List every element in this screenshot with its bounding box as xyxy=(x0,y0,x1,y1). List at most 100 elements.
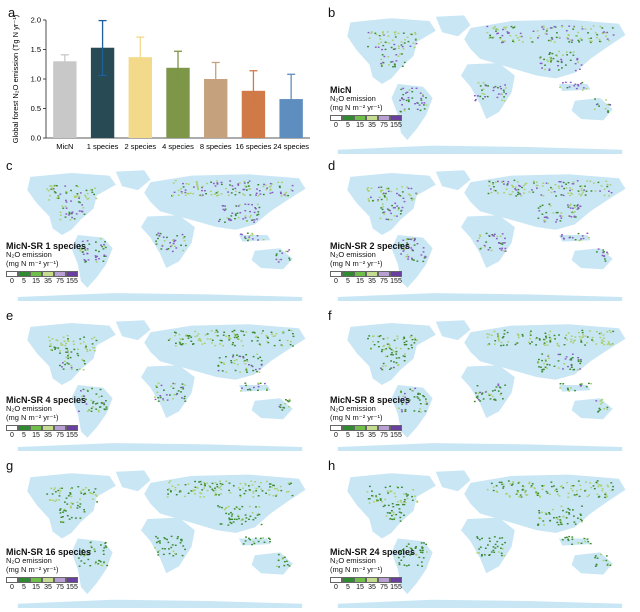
forest-emission-region xyxy=(46,184,98,202)
forest-emission-region xyxy=(155,232,187,253)
legend-ticks: 0 5 15 35 75 155 xyxy=(6,278,86,286)
legend-swatches xyxy=(6,576,91,583)
legend-tick-label: 35 xyxy=(368,431,376,439)
forest-emission-region xyxy=(59,201,86,221)
world-map xyxy=(337,470,626,608)
continent xyxy=(27,173,116,235)
forest-emission-region xyxy=(59,351,86,371)
panel-d: d MicN-SR 2 species N₂O emission (mg N m… xyxy=(320,155,640,305)
legend-swatch xyxy=(354,270,366,277)
legend-swatch xyxy=(330,114,342,121)
legend-line2: (mg N m⁻² yr⁻¹) xyxy=(6,564,59,574)
legend-ticks: 0 5 15 35 75 155 xyxy=(330,432,410,440)
panel-label-a: a xyxy=(8,5,16,20)
bar xyxy=(204,79,228,138)
legend-tick-label: 75 xyxy=(56,431,64,439)
legend-tick-label: 5 xyxy=(22,277,26,285)
legend-tick-label: 75 xyxy=(380,121,388,129)
legend: MicN-SR 1 species N₂O emission (mg N m⁻²… xyxy=(6,241,86,286)
continent xyxy=(239,235,271,242)
legend-swatch xyxy=(18,576,30,583)
legend-swatch xyxy=(390,114,402,121)
forest-emission-region xyxy=(154,535,186,557)
legend-tick-label: 35 xyxy=(368,121,376,129)
legend-swatch xyxy=(390,576,402,583)
continent xyxy=(464,19,626,79)
x-tick-label: 2 species xyxy=(124,142,156,151)
panel-label-f: f xyxy=(328,308,332,323)
continent xyxy=(71,538,113,595)
forest-emission-region xyxy=(47,334,98,352)
forest-emission-region xyxy=(559,382,593,392)
error-bar xyxy=(211,61,220,96)
forest-emission-region xyxy=(539,50,583,72)
legend-swatch xyxy=(42,270,54,277)
legend-tick-label: 75 xyxy=(56,277,64,285)
continent xyxy=(141,517,195,574)
x-tick-label: MicN xyxy=(56,142,73,151)
continent xyxy=(337,599,623,608)
forest-emission-region xyxy=(367,334,418,352)
legend-tick-label: 155 xyxy=(66,277,78,285)
legend-swatches xyxy=(330,114,402,121)
bar-chart: 0.0 0.5 1.0 1.5 2.0 Global forest N₂O emissio… xyxy=(11,14,310,151)
legend-tick-label: 0 xyxy=(334,277,338,285)
legend-line2: (mg N m⁻² yr⁻¹) xyxy=(330,258,383,268)
forest-emission-region xyxy=(486,480,614,499)
continent xyxy=(239,538,271,546)
forest-emission-region xyxy=(217,505,263,526)
map-title: MicN-SR 2 species xyxy=(330,241,411,251)
forest-emission-region xyxy=(379,200,406,221)
legend-tick-label: 75 xyxy=(380,277,388,285)
legend-line2: (mg N m⁻² yr⁻¹) xyxy=(330,102,383,112)
forest-emission-region xyxy=(275,249,291,263)
forest-emission-region xyxy=(154,382,187,402)
legend-swatch xyxy=(342,424,354,431)
continent xyxy=(17,599,303,608)
y-tick-label: 1.5 xyxy=(31,45,41,54)
panel-g: g MicN-SR 16 species N₂O emission (mg N … xyxy=(0,455,320,612)
legend-line2: (mg N m⁻² yr⁻¹) xyxy=(6,412,59,422)
continent xyxy=(435,170,471,191)
forest-emission-region xyxy=(398,387,428,413)
legend-swatch xyxy=(390,424,402,431)
forest-emission-region xyxy=(537,505,583,526)
legend-swatch xyxy=(330,576,342,583)
continent xyxy=(337,145,623,154)
world-map xyxy=(337,320,626,451)
legend-tick-label: 75 xyxy=(380,431,388,439)
world-map xyxy=(337,170,626,301)
legend-line1: N₂O emission xyxy=(6,250,52,260)
forest-emission-region xyxy=(380,47,406,68)
continent xyxy=(17,293,303,301)
legend-tick-label: 35 xyxy=(368,277,376,285)
panel-label-h: h xyxy=(328,458,336,473)
legend-ticks: 0 5 15 35 75 155 xyxy=(330,122,402,130)
legend-tick-label: 0 xyxy=(10,583,14,591)
forest-emission-region xyxy=(473,82,507,102)
y-tick-label: 2.0 xyxy=(31,16,41,25)
continent xyxy=(464,324,626,380)
x-tick-label: 16 species xyxy=(235,142,271,151)
legend-swatch xyxy=(378,114,390,121)
legend-swatch xyxy=(42,576,54,583)
forest-emission-region xyxy=(397,237,427,263)
legend-tick-label: 155 xyxy=(66,431,78,439)
continent xyxy=(559,84,591,91)
continent xyxy=(347,18,436,85)
world-map xyxy=(337,15,626,154)
continent xyxy=(141,365,195,418)
legend-ticks: 0 5 15 35 75 155 xyxy=(6,584,91,592)
legend-swatch xyxy=(54,576,66,583)
legend-tick-label: 5 xyxy=(346,431,350,439)
error-bar xyxy=(60,54,69,68)
forest-emission-region xyxy=(561,535,592,545)
legend-tick-label: 0 xyxy=(334,583,338,591)
continent xyxy=(251,552,293,575)
y-tick-label: 0.0 xyxy=(31,134,41,143)
legend-tick-label: 5 xyxy=(346,121,350,129)
legend-tick-label: 15 xyxy=(32,583,40,591)
legend-swatches xyxy=(6,270,86,277)
forest-emission-region xyxy=(382,503,406,522)
legend-tick-label: 5 xyxy=(346,583,350,591)
